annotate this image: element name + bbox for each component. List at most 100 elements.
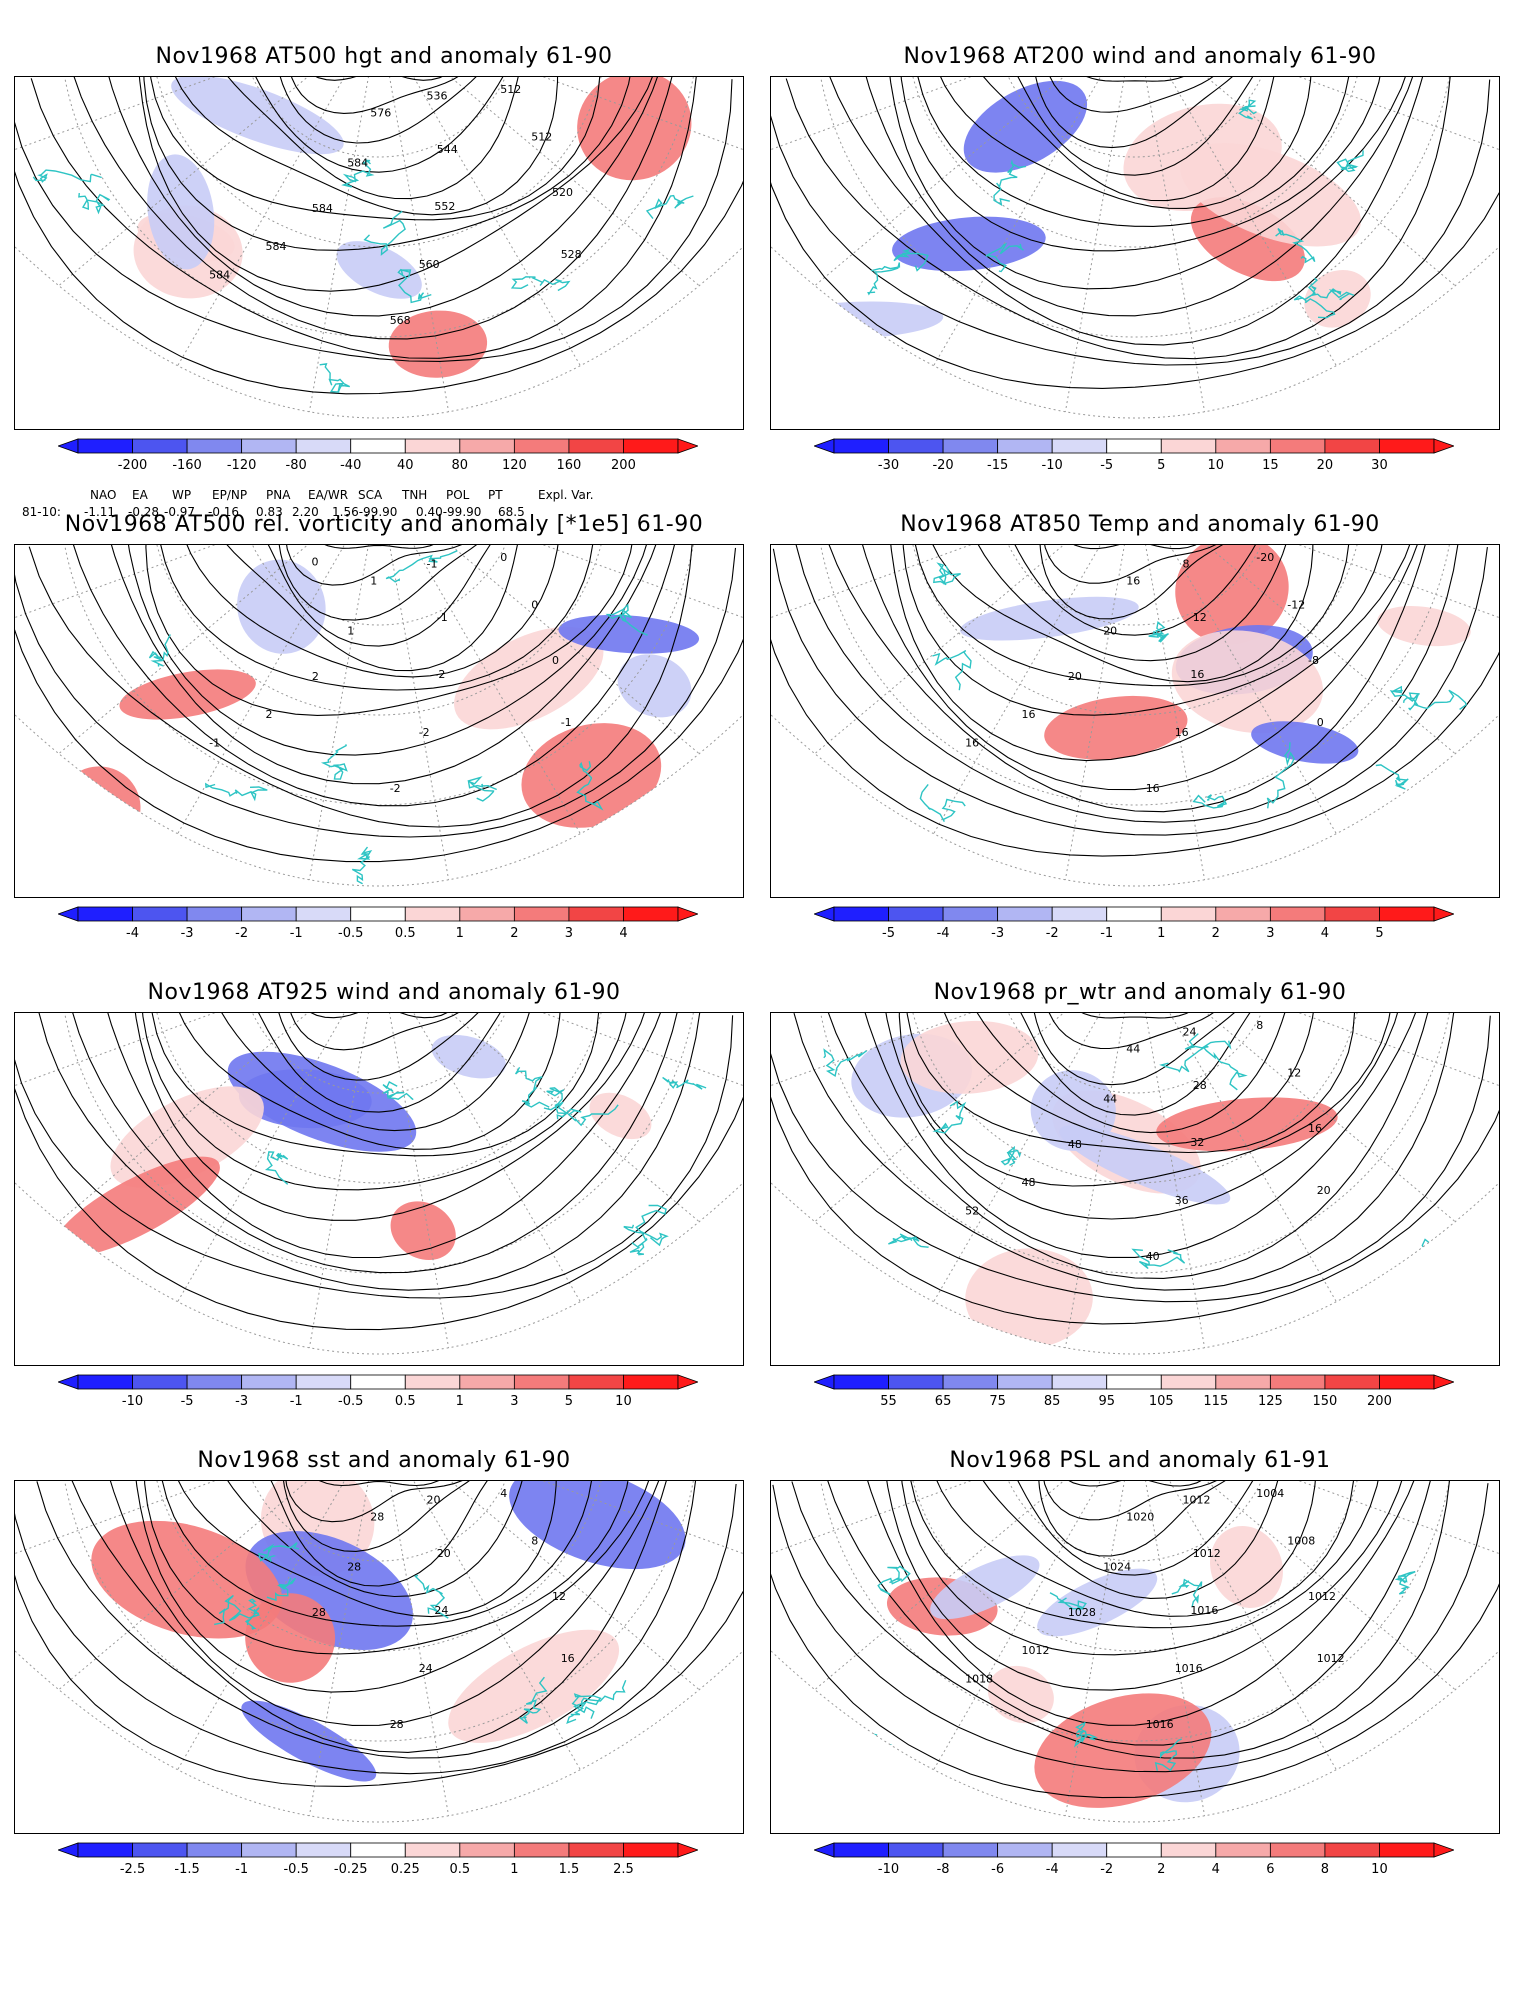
contour-label: 8 (531, 1534, 538, 1547)
contour-lines (771, 1481, 1499, 1799)
contour-label: 20 (1317, 1184, 1331, 1197)
contour-labels: 512 512 520 528 536 544 552 560 568 576 584 584 584 5… (209, 83, 582, 327)
colorbar-tick-label: -5 (1100, 458, 1114, 473)
contour-label: 24 (1183, 1025, 1197, 1038)
negative-anomaly (1037, 1568, 1158, 1637)
colorbar-right-arrow (1433, 1842, 1454, 1858)
index-value: -0.28 (128, 505, 160, 519)
projection-edge (15, 1651, 743, 1833)
colorbar-tick-label: -3 (235, 1394, 249, 1409)
colorbar-tick-label: 3 (1266, 926, 1275, 941)
colorbar-tick-label: -1 (235, 1862, 249, 1877)
colorbar-left-arrow (814, 1374, 835, 1390)
colorbar-segment (513, 438, 570, 454)
contour-label: 536 (427, 89, 448, 102)
contour-label: 552 (434, 200, 455, 213)
colorbar-tick-label: -1 (289, 1394, 303, 1409)
colorbar-tick-label: -1.5 (174, 1862, 200, 1877)
projection-edge (771, 1183, 1499, 1365)
colorbar-segment (1379, 1374, 1435, 1390)
graticule (15, 1013, 743, 1365)
colorbar-segment (241, 1842, 297, 1858)
colorbar-segment (833, 906, 889, 922)
contour-label: 20 (1068, 670, 1082, 683)
polar-map: 1004 1008 1012 1012 1012 1012 1016 1016 1016 1020… (771, 1481, 1499, 1833)
contour-label: 48 (1022, 1176, 1036, 1189)
colorbar-segment (459, 438, 515, 454)
colorbar-segment (997, 1374, 1053, 1390)
colorbar-right-arrow (677, 438, 698, 454)
contour-labels: 0 0 0 -1 -1 -1 -2 -2 -2 1 1 2 2 -1 0 (209, 551, 572, 795)
positive-anomaly (1180, 143, 1361, 247)
contour-label: 584 (266, 240, 287, 253)
colorbar-segment (1215, 1374, 1271, 1390)
positive-anomaly (1304, 270, 1371, 328)
index-header: EP/NP (212, 488, 248, 502)
graticule (771, 1013, 1499, 1365)
index-row-label: 81-10: (22, 505, 61, 519)
index-value: -0.16 (208, 505, 240, 519)
colorbar: -10 -8 -6 -4 -2 2 4 6 8 10 (814, 1842, 1454, 1886)
colorbar-segment (1324, 906, 1380, 922)
colorbar-tick-label: 10 (615, 1394, 632, 1409)
colorbar-segment (568, 438, 624, 454)
colorbar-segment (1269, 1842, 1326, 1858)
colorbar-tick-label: 80 (451, 458, 469, 473)
colorbar-tick-label: -30 (877, 458, 900, 473)
contour-label: 16 (1308, 1122, 1322, 1135)
negative-anomaly (238, 1069, 372, 1129)
contour-label: 1012 (1022, 1644, 1050, 1657)
colorbar-tick-label: -8 (936, 1862, 950, 1877)
panel-title: Nov1968 sst and anomaly 61-90 (197, 1448, 571, 1473)
colorbar-tick-label: -10 (877, 1862, 900, 1877)
contour-label: -1 (427, 557, 438, 570)
negative-anomaly (336, 241, 422, 299)
colorbar-segment (1379, 906, 1435, 922)
colorbar-segment (241, 1374, 297, 1390)
contour-label: 528 (561, 248, 582, 261)
colorbar-tick-label: -6 (991, 1862, 1005, 1877)
graticule (771, 545, 1499, 897)
contour-label: -1 (437, 611, 448, 624)
colorbar-segment (888, 906, 944, 922)
colorbar-right-arrow (1433, 906, 1454, 922)
map-frame (770, 76, 1500, 430)
index-value: 2.20 (292, 505, 319, 519)
colorbar-tick-label: 8 (1320, 1862, 1330, 1877)
index-header: PNA (266, 488, 291, 502)
contour-label: 0 (552, 654, 559, 667)
colorbar-segment (459, 906, 515, 922)
map-panel-4: Nov1968 AT850 Temp and anomaly 61-90 -20-… (770, 508, 1510, 978)
colorbar-tick-label: -120 (226, 458, 257, 473)
map-frame: -20 -12 -8 0 8 12 16 16 16 16 20 20 16 16 (770, 544, 1500, 898)
negative-anomaly (431, 1034, 506, 1079)
colorbar-segment (132, 1374, 188, 1390)
colorbar-tick-label: 4 (1320, 926, 1330, 941)
index-header: PT (488, 488, 503, 502)
negative-anomaly (963, 80, 1088, 173)
colorbar-left-arrow (58, 1842, 79, 1858)
colorbar-segment (1106, 906, 1162, 922)
projection-edge (771, 715, 1499, 897)
panel-title: Nov1968 AT500 rel. vorticity and anomaly… (64, 512, 704, 537)
contour-label: -2 (434, 668, 445, 681)
colorbar-segment (404, 1842, 461, 1858)
colorbar-tick-label: 85 (1043, 1394, 1061, 1409)
contour-lines (15, 1013, 743, 1331)
colorbar-segment (1379, 438, 1435, 454)
positive-anomaly (110, 1086, 264, 1188)
coastlines (131, 550, 648, 885)
teleconnection-table: NAO EA WP EP/NP PNA EA/WR SCA TNH POL PT Expl. Var… (22, 488, 722, 522)
contour-label: 12 (552, 1590, 566, 1603)
colorbar-tick-label: 0.5 (394, 926, 416, 941)
colorbar-segment (459, 1842, 515, 1858)
colorbar-segment (942, 1374, 999, 1390)
colorbar-segment (1160, 906, 1217, 922)
positive-anomaly (390, 1201, 456, 1260)
panel-title: Nov1968 AT500 hgt and anomaly 61-90 (155, 44, 613, 69)
colorbar-tick-label: 200 (611, 458, 636, 473)
positive-anomaly (987, 1665, 1054, 1724)
colorbar-segment (1324, 1374, 1380, 1390)
contour-label: 568 (390, 314, 411, 327)
contour-label: 28 (390, 1718, 404, 1731)
